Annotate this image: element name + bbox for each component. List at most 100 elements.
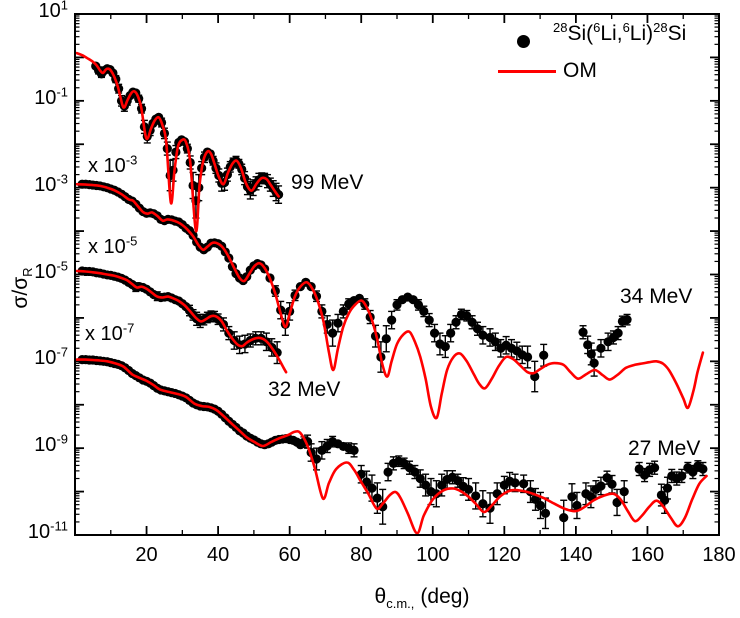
data-point — [596, 481, 606, 491]
data-point — [349, 445, 359, 455]
data-point — [578, 327, 588, 337]
y-tick-label: 10-1 — [34, 84, 68, 109]
y-tick-label: 10-9 — [34, 431, 68, 457]
data-point — [467, 317, 477, 327]
x-axis-title-subscript: c.m., — [386, 596, 415, 612]
data-point — [424, 315, 434, 325]
data-point — [650, 463, 660, 473]
theta-symbol: θ — [374, 585, 387, 608]
energy-label-34mev: 34 MeV — [620, 285, 693, 308]
data-point — [338, 306, 348, 317]
data-point — [478, 499, 488, 509]
x-axis-title-units: (deg) — [420, 585, 470, 608]
x-tick-label: 60 — [278, 544, 301, 566]
legend-data-marker — [517, 35, 530, 48]
data-point — [378, 502, 388, 512]
data-point — [333, 318, 343, 328]
scale-factor-exponent: -7 — [122, 320, 135, 336]
y-tick-label: 10-11 — [27, 518, 68, 543]
data-point — [361, 477, 372, 487]
y-tick-label: 10-7 — [34, 344, 68, 370]
x-axis-title: θc.m., (deg) — [374, 585, 470, 612]
y-tick-label: 10-5 — [34, 257, 68, 283]
data-point — [586, 492, 596, 502]
data-point — [688, 467, 698, 477]
legend-om-label: OM — [563, 59, 597, 82]
data-point — [539, 350, 549, 360]
x-tick-label: 140 — [559, 544, 593, 566]
energy-label-32mev: 32 MeV — [268, 378, 341, 401]
data-point — [463, 484, 474, 495]
data-point — [589, 358, 599, 368]
om-curve-99mev — [75, 51, 280, 233]
x-tick-label: 180 — [702, 544, 736, 566]
data-point — [446, 328, 456, 338]
data-point — [530, 494, 541, 504]
om-curve-32mev — [75, 269, 288, 374]
data-point — [622, 315, 632, 325]
data-point — [387, 315, 397, 325]
x-tick-label: 80 — [350, 544, 373, 566]
data-point — [372, 493, 382, 503]
om-curve-27mev — [75, 358, 708, 535]
y-tick-label: 10-3 — [34, 171, 68, 196]
data-point — [367, 483, 377, 493]
data-points-32mev — [77, 266, 282, 365]
data-point — [613, 328, 623, 338]
data-point — [383, 467, 393, 477]
data-point — [519, 479, 529, 489]
data-point — [559, 513, 569, 523]
data-point — [535, 500, 546, 511]
scale-factor-34mev: x 10-3 — [88, 152, 138, 178]
data-point — [462, 311, 472, 321]
data-points-27mev — [77, 354, 708, 535]
axis-ticks — [75, 13, 720, 536]
scale-factor-exponent: -5 — [125, 233, 138, 249]
data-point — [478, 330, 488, 340]
legend-om-line-marker — [498, 70, 556, 73]
data-point — [311, 454, 322, 464]
data-point — [634, 464, 644, 474]
x-tick-label: 100 — [416, 544, 450, 566]
data-point — [677, 471, 687, 481]
data-point — [415, 473, 425, 484]
data-point — [429, 328, 440, 338]
scale-factor-base: x 10 — [88, 155, 126, 177]
data-point — [522, 352, 533, 362]
energy-label-99mev: 99 MeV — [291, 171, 364, 194]
scale-factor-exponent: -3 — [125, 152, 138, 168]
data-point — [619, 486, 629, 497]
plot-frame — [74, 13, 720, 536]
om-curve-34mev — [75, 182, 705, 420]
scale-factor-27mev: x 10-7 — [85, 320, 135, 346]
x-tick-label: 20 — [135, 544, 158, 566]
data-point — [698, 464, 708, 474]
data-point — [413, 300, 424, 310]
data-point — [440, 341, 450, 352]
data-point — [607, 479, 617, 489]
data-point — [421, 480, 431, 490]
data-point — [328, 328, 338, 338]
data-point — [381, 334, 391, 344]
data-point — [540, 508, 551, 518]
data-point — [419, 306, 429, 317]
data-point — [662, 483, 673, 493]
legend-reaction-label: 28Si(6Li,6Li)28Si — [553, 20, 687, 45]
data-point — [596, 343, 606, 353]
data-points-34mev — [77, 179, 632, 393]
data-point — [612, 497, 622, 508]
x-tick-label: 120 — [487, 544, 522, 566]
scale-factor-base: x 10 — [88, 236, 126, 258]
data-layer — [75, 51, 708, 535]
data-point — [471, 491, 481, 501]
data-point — [567, 492, 577, 502]
y-tick-label: 101 — [38, 0, 68, 22]
energy-label-27mev: 27 MeV — [628, 437, 701, 460]
x-tick-label: 40 — [206, 544, 230, 566]
x-tick-label: 160 — [630, 544, 665, 566]
data-point — [572, 500, 582, 511]
data-point — [510, 478, 520, 488]
scale-factor-base: x 10 — [85, 323, 123, 345]
